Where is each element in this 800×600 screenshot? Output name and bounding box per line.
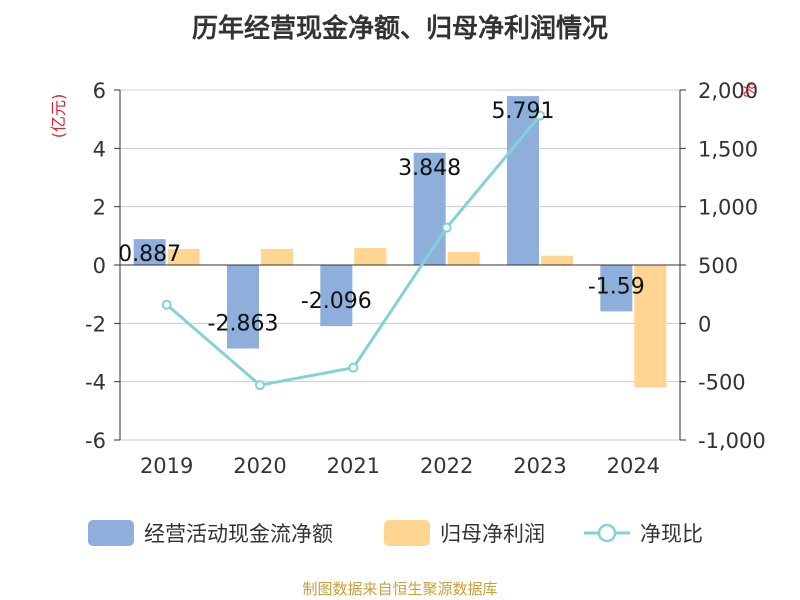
data-label-cashflow: 3.848: [398, 156, 461, 181]
bar-cashflow: [413, 152, 446, 265]
bar-cashflow: [600, 265, 633, 312]
data-label-cashflow: -1.59: [588, 274, 645, 299]
x-axis-tick-label: 2020: [233, 454, 286, 478]
ratio-point: [348, 362, 359, 373]
legend-item-net-profit[interactable]: 归母净利润: [384, 518, 545, 548]
right-axis-tick-label: 0: [698, 312, 711, 336]
axis-layer: -6 -4 -2 0 2 4 6 -1,000 -500 0 500 1,000 1,500 2,000 (…: [49, 79, 766, 478]
data-label-cashflow: -2.096: [301, 289, 372, 314]
x-axis-tick-label: 2019: [140, 454, 193, 478]
right-axis-tick-label: 2,000: [698, 79, 758, 103]
data-label-cashflow: -2.863: [208, 312, 279, 337]
bar-net-profit: [261, 248, 293, 265]
bar-net-profit: [167, 248, 200, 265]
right-axis-tick-label: -500: [698, 371, 746, 395]
bar-net-profit: [447, 251, 480, 265]
left-axis-tick-label: 2: [93, 196, 106, 220]
bar-cashflow: [320, 265, 353, 327]
source-note: 制图数据来自恒生聚源数据库: [302, 580, 498, 598]
x-axis-tick-label: 2024: [607, 454, 660, 478]
bar-net-profit: [634, 265, 667, 388]
ratio-point: [441, 222, 452, 233]
ratio-point: [535, 110, 545, 121]
x-axis-tick-label: 2022: [420, 454, 473, 478]
legend-item-ratio[interactable]: 净现比: [584, 518, 703, 548]
data-label-cashflow: 0.887: [118, 242, 181, 267]
ratio-line: [165, 114, 542, 387]
grid-layer: [120, 89, 680, 441]
legend-swatch-cashflow: [88, 520, 134, 546]
line-layer: [161, 110, 545, 391]
x-axis-tick-label: 2023: [513, 454, 566, 478]
chart-title: 历年经营现金净额、归母净利润情况: [191, 14, 608, 44]
ratio-point: [161, 299, 172, 310]
legend-label-cashflow: 经营活动现金流净额: [144, 522, 333, 546]
legend-line-ratio: [584, 523, 630, 543]
right-axis-tick-label: 500: [698, 254, 738, 278]
x-axis-tick-label: 2021: [327, 454, 380, 478]
right-axis-tick-label: -1,000: [698, 429, 766, 453]
left-axis-tick-label: -2: [85, 312, 106, 336]
legend-item-cashflow[interactable]: 经营活动现金流净额: [88, 518, 333, 548]
ratio-point: [255, 380, 265, 391]
legend-label-net-profit: 归母净利润: [440, 522, 545, 546]
left-axis-tick-label: -6: [85, 429, 106, 453]
bar-cashflow: [133, 239, 166, 265]
data-label-cashflow: 5.791: [492, 99, 555, 124]
legend-swatch-net-profit: [384, 520, 430, 546]
bar-net-profit: [354, 248, 387, 265]
left-axis-tick-label: 4: [93, 137, 106, 161]
left-axis-tick-label: 6: [93, 79, 106, 103]
bar-net-profit: [541, 255, 573, 265]
right-axis-tick-label: 1,000: [698, 196, 758, 220]
legend-label-ratio: 净现比: [640, 522, 703, 546]
bar-cashflow: [227, 265, 259, 349]
left-axis-tick-label: 0: [93, 254, 106, 278]
left-axis-unit-label: (亿元): [49, 94, 68, 139]
label-layer: 0.887 -2.863 -2.096 3.848 5.791 -1.59: [118, 99, 645, 336]
right-axis-tick-label: 1,500: [698, 137, 758, 161]
right-axis-unit-label: %: [740, 82, 759, 97]
left-axis-tick-label: -4: [85, 371, 106, 395]
